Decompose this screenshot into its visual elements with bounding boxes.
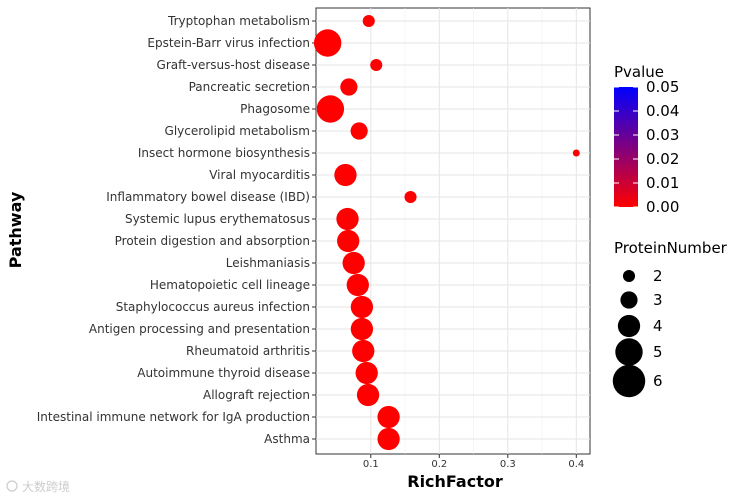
y-tick-label: Graft-versus-host disease [157,58,310,72]
data-point [377,405,400,429]
y-axis-ticks: Tryptophan metabolism Epstein-Barr virus … [37,14,316,446]
data-point [337,229,360,253]
size-legend-label: 2 [653,267,663,285]
pvalue-legend-title: Pvalue [614,63,664,81]
data-point [362,14,375,28]
x-tick-label: 0.1 [363,459,379,470]
x-tick-label: 0.2 [431,459,447,470]
data-point [336,207,359,231]
x-axis-ticks: 0.1 0.2 0.3 0.4 [363,454,584,470]
data-point [370,58,383,72]
size-legend-label: 3 [653,291,663,309]
size-legend-key [620,291,638,309]
data-point [377,427,400,451]
colorbar-tick-label: 0.03 [646,126,679,144]
data-points [313,14,580,451]
y-tick-label: Epstein-Barr virus infection [147,36,310,50]
data-point [572,149,580,157]
data-point [316,95,345,123]
data-point [346,273,369,297]
size-legend-label: 6 [653,372,663,390]
pvalue-legend: Pvalue 0.05 0.04 0.03 0.02 0.01 0.00 [614,63,679,216]
size-legend-label: 5 [653,343,663,361]
y-tick-label: Insect hormone biosynthesis [138,146,310,160]
y-tick-label: Pancreatic secretion [189,80,310,94]
y-tick-label: Tryptophan metabolism [167,14,310,28]
data-point [355,361,378,385]
data-point [350,317,374,341]
y-tick-label: Leishmaniasis [226,256,310,270]
y-tick-label: Systemic lupus erythematosus [125,212,310,226]
data-point [356,383,380,407]
y-tick-label: Allograft rejection [203,388,310,402]
y-tick-label: Hematopoietic cell lineage [150,278,310,292]
y-tick-label: Antigen processing and presentation [89,322,310,336]
plot-panel [315,7,591,455]
x-tick-label: 0.3 [500,459,516,470]
data-point [404,190,417,204]
protein-number-legend-keys: 2 3 4 5 6 [612,267,663,398]
colorbar-tick-label: 0.04 [646,102,679,120]
data-point [350,122,368,140]
data-point [340,78,358,96]
colorbar-tick-label: 0.00 [646,198,679,216]
size-legend-key [615,338,643,366]
colorbar-tick-label: 0.02 [646,150,679,168]
x-tick-label: 0.4 [568,459,584,470]
x-axis-title: RichFactor [407,472,503,491]
pvalue-colorbar [614,87,638,207]
colorbar-tick-label: 0.05 [646,78,679,96]
y-tick-label: Intestinal immune network for IgA produc… [37,410,310,424]
protein-number-legend-title: ProteinNumber [614,239,728,257]
colorbar-tick-label: 0.01 [646,174,679,192]
y-tick-label: Staphylococcus aureus infection [116,300,310,314]
y-tick-label: Glycerolipid metabolism [165,124,310,138]
data-point [313,29,342,57]
y-tick-label: Inflammatory bowel disease (IBD) [106,190,310,204]
y-tick-label: Protein digestion and absorption [115,234,310,248]
watermark-text: 大数跨境 [22,479,70,494]
size-legend-label: 4 [653,317,663,335]
y-tick-label: Asthma [264,432,310,446]
y-tick-label: Rheumatoid arthritis [186,344,310,358]
y-tick-label: Viral myocarditis [209,168,310,182]
y-axis-title: Pathway [6,191,25,268]
size-legend-key [612,364,646,398]
y-tick-label: Autoimmune thyroid disease [137,366,310,380]
y-tick-label: Phagosome [240,102,310,116]
data-point [350,295,374,319]
size-legend-key [622,269,636,283]
size-legend-key [617,314,641,338]
watermark: 大数跨境 [6,479,70,494]
data-point [352,339,375,363]
data-point [342,251,365,275]
pvalue-colorbar-ticks: 0.05 0.04 0.03 0.02 0.01 0.00 [614,78,679,216]
grid-lines [316,8,590,454]
data-point [334,163,357,187]
protein-number-legend: ProteinNumber 2 3 4 5 6 [612,239,728,398]
